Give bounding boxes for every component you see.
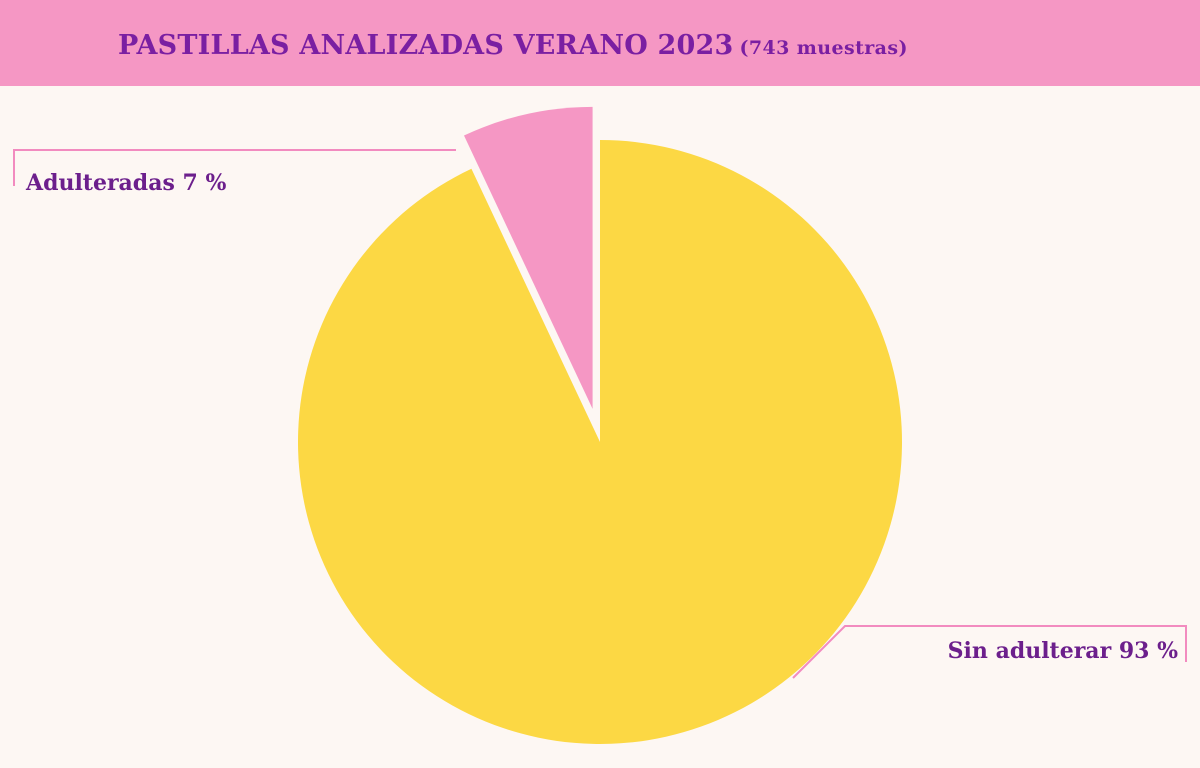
chart-title-text: PASTILLAS ANALIZADAS VERANO 2023 — [118, 30, 734, 61]
pie-labels: Adulteradas 7 % Sin adulterar 93 % — [25, 170, 1178, 664]
pie-leader-lines — [13, 149, 1187, 679]
pie-slice-adulteradas — [463, 106, 593, 409]
chart-title: PASTILLAS ANALIZADAS VERANO 2023 (743 mue… — [118, 28, 908, 66]
slice-label-adulteradas: Adulteradas 7 % — [25, 170, 226, 196]
chart-subtitle: (743 muestras) — [739, 37, 908, 59]
header-banner: PASTILLAS ANALIZADAS VERANO 2023 (743 mue… — [0, 0, 1200, 86]
leader-line-adulteradas — [13, 149, 456, 186]
pie-slices — [297, 106, 903, 745]
slice-label-sin-adulterar: Sin adulterar 93 % — [948, 638, 1178, 664]
pie-slice-sin-adulterar — [297, 140, 903, 745]
leader-line-sin-adulterar — [792, 625, 1187, 679]
